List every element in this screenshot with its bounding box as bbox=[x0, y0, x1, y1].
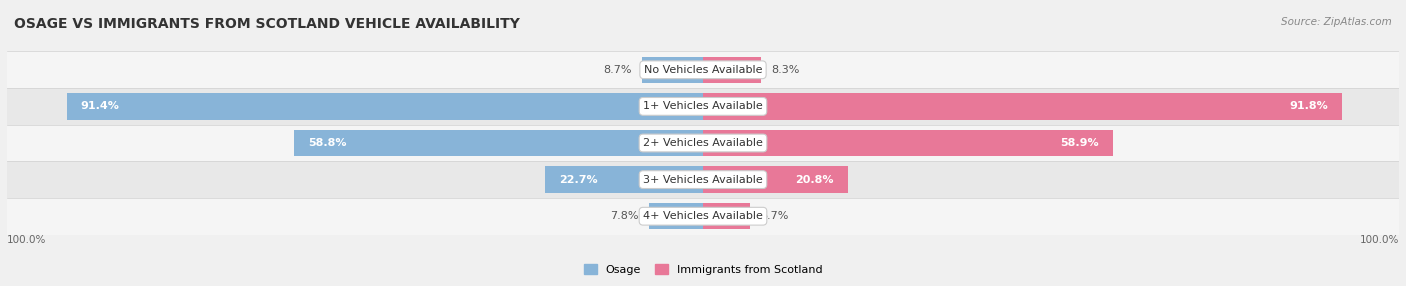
Text: 6.7%: 6.7% bbox=[761, 211, 789, 221]
Text: 1+ Vehicles Available: 1+ Vehicles Available bbox=[643, 102, 763, 111]
Text: 7.8%: 7.8% bbox=[610, 211, 638, 221]
Bar bbox=[703, 93, 1341, 120]
Text: Source: ZipAtlas.com: Source: ZipAtlas.com bbox=[1281, 17, 1392, 27]
Legend: Osage, Immigrants from Scotland: Osage, Immigrants from Scotland bbox=[583, 264, 823, 275]
Bar bbox=[643, 57, 703, 83]
Text: 8.7%: 8.7% bbox=[603, 65, 633, 75]
Text: No Vehicles Available: No Vehicles Available bbox=[644, 65, 762, 75]
Bar bbox=[7, 125, 1399, 161]
Bar bbox=[7, 161, 1399, 198]
Text: 58.8%: 58.8% bbox=[308, 138, 346, 148]
Text: 3+ Vehicles Available: 3+ Vehicles Available bbox=[643, 175, 763, 184]
Bar bbox=[703, 203, 749, 229]
Bar bbox=[67, 93, 703, 120]
Bar bbox=[648, 203, 703, 229]
Text: 91.4%: 91.4% bbox=[80, 102, 120, 111]
Bar bbox=[7, 88, 1399, 125]
Text: 91.8%: 91.8% bbox=[1289, 102, 1329, 111]
Bar bbox=[546, 166, 703, 193]
Bar bbox=[703, 57, 761, 83]
Text: 4+ Vehicles Available: 4+ Vehicles Available bbox=[643, 211, 763, 221]
Text: 8.3%: 8.3% bbox=[772, 65, 800, 75]
Text: 100.0%: 100.0% bbox=[1360, 235, 1399, 245]
Text: 58.9%: 58.9% bbox=[1060, 138, 1099, 148]
Text: 22.7%: 22.7% bbox=[560, 175, 598, 184]
Text: 2+ Vehicles Available: 2+ Vehicles Available bbox=[643, 138, 763, 148]
Bar bbox=[703, 130, 1114, 156]
Text: OSAGE VS IMMIGRANTS FROM SCOTLAND VEHICLE AVAILABILITY: OSAGE VS IMMIGRANTS FROM SCOTLAND VEHICL… bbox=[14, 17, 520, 31]
Bar bbox=[7, 51, 1399, 88]
Text: 100.0%: 100.0% bbox=[7, 235, 46, 245]
Text: 20.8%: 20.8% bbox=[796, 175, 834, 184]
Bar bbox=[294, 130, 703, 156]
Bar bbox=[7, 198, 1399, 235]
Bar bbox=[703, 166, 848, 193]
